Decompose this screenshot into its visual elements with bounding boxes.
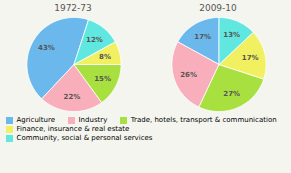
svg-text:12%: 12% <box>86 36 103 44</box>
html-text:Industry: Industry <box>78 116 108 124</box>
svg-text:43%: 43% <box>38 44 55 52</box>
html-text:Finance, insurance & real esta: Finance, insurance & real estate <box>16 125 130 133</box>
html-text:2009-10: 2009-10 <box>199 3 237 13</box>
html-text:Agriculture: Agriculture <box>16 116 55 124</box>
html-text:Trade, hotels, transport & com: Trade, hotels, transport & communication <box>130 116 277 124</box>
svg-text:13%: 13% <box>223 31 240 39</box>
svg-text:17%: 17% <box>194 33 211 41</box>
svg-text:22%: 22% <box>63 93 80 101</box>
svg-text:15%: 15% <box>94 75 111 83</box>
svg-text:8%: 8% <box>99 53 111 61</box>
html-text:Community, social & personal s: Community, social & personal services <box>16 134 153 142</box>
svg-text:27%: 27% <box>223 90 240 98</box>
svg-text:26%: 26% <box>180 71 197 79</box>
svg-text:17%: 17% <box>241 54 258 62</box>
html-text:1972-73: 1972-73 <box>54 3 92 13</box>
